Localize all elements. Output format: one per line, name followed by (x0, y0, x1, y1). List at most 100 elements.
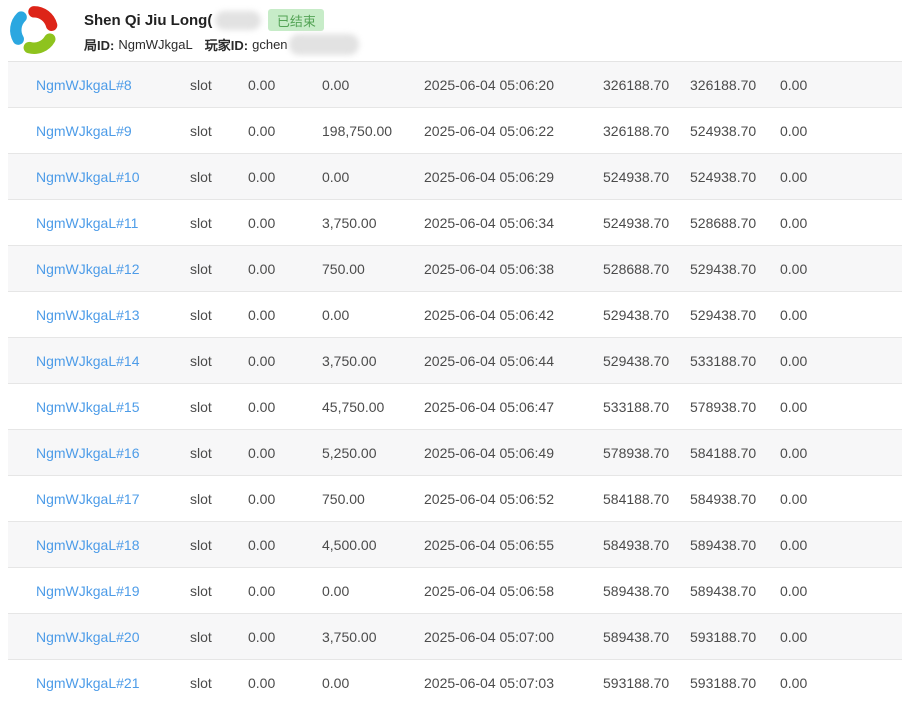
round-id-link[interactable]: NgmWJkgaL#9 (36, 122, 132, 139)
amount-c-cell: 0.00 (780, 306, 808, 323)
balance-after-cell: 533188.70 (690, 352, 757, 369)
round-id-label: 局ID: (84, 37, 115, 53)
amount-b-cell: 0.00 (322, 76, 350, 93)
amount-c-cell: 0.00 (780, 76, 808, 93)
balance-after-cell: 529438.70 (690, 260, 757, 277)
round-id-link[interactable]: NgmWJkgaL#11 (36, 214, 139, 231)
balance-before-cell: 593188.70 (603, 674, 670, 691)
header: Shen Qi Jiu Long( 已结束 局ID: NgmWJkgaL 玩家I… (0, 0, 910, 61)
player-id-label: 玩家ID: (204, 37, 249, 53)
game-type-cell: slot (190, 214, 212, 231)
game-type-cell: slot (190, 260, 212, 277)
time-cell: 2025-06-04 05:06:29 (424, 168, 554, 185)
balance-before-cell: 326188.70 (603, 122, 670, 139)
balance-before-cell: 533188.70 (603, 398, 670, 415)
table-row: NgmWJkgaL#15 slot 0.00 45,750.00 2025-06… (8, 384, 902, 430)
amount-a-cell: 0.00 (248, 306, 276, 323)
game-type-cell: slot (190, 628, 212, 645)
amount-a-cell: 0.00 (248, 352, 276, 369)
round-id-link[interactable]: NgmWJkgaL#19 (36, 582, 140, 599)
game-type-cell: slot (190, 582, 212, 599)
table-row: NgmWJkgaL#21 slot 0.00 0.00 2025-06-04 0… (8, 660, 902, 705)
round-id-link[interactable]: NgmWJkgaL#13 (36, 306, 140, 323)
balance-before-cell: 528688.70 (603, 260, 670, 277)
app-logo-icon (8, 4, 60, 56)
balance-before-cell: 524938.70 (603, 168, 670, 185)
amount-a-cell: 0.00 (248, 490, 276, 507)
balance-after-cell: 593188.70 (690, 628, 757, 645)
balance-after-cell: 589438.70 (690, 582, 757, 599)
amount-c-cell: 0.00 (780, 214, 808, 231)
balance-after-cell: 584938.70 (690, 490, 757, 507)
balance-after-cell: 578938.70 (690, 398, 757, 415)
balance-before-cell: 589438.70 (603, 582, 670, 599)
table-row: NgmWJkgaL#9 slot 0.00 198,750.00 2025-06… (8, 108, 902, 154)
player-id-value: gchen (252, 36, 288, 52)
amount-a-cell: 0.00 (248, 628, 276, 645)
table-row: NgmWJkgaL#13 slot 0.00 0.00 2025-06-04 0… (8, 292, 902, 338)
redacted-game-name (215, 10, 262, 30)
amount-b-cell: 0.00 (322, 674, 350, 691)
amount-a-cell: 0.00 (248, 122, 276, 139)
amount-b-cell: 3,750.00 (322, 352, 377, 369)
balance-after-cell: 589438.70 (690, 536, 757, 553)
amount-b-cell: 0.00 (322, 582, 350, 599)
amount-a-cell: 0.00 (248, 168, 276, 185)
amount-c-cell: 0.00 (780, 444, 808, 461)
time-cell: 2025-06-04 05:06:38 (424, 260, 554, 277)
table-row: NgmWJkgaL#19 slot 0.00 0.00 2025-06-04 0… (8, 568, 902, 614)
round-id-link[interactable]: NgmWJkgaL#20 (36, 628, 140, 645)
round-id-link[interactable]: NgmWJkgaL#8 (36, 76, 132, 93)
balance-before-cell: 524938.70 (603, 214, 670, 231)
balance-after-cell: 524938.70 (690, 122, 757, 139)
time-cell: 2025-06-04 05:06:42 (424, 306, 554, 323)
balance-after-cell: 528688.70 (690, 214, 757, 231)
amount-b-cell: 750.00 (322, 260, 365, 277)
game-type-cell: slot (190, 168, 212, 185)
status-badge: 已结束 (268, 9, 325, 31)
time-cell: 2025-06-04 05:06:55 (424, 536, 554, 553)
balance-before-cell: 589438.70 (603, 628, 670, 645)
round-id-link[interactable]: NgmWJkgaL#14 (36, 352, 140, 369)
round-id-link[interactable]: NgmWJkgaL#18 (36, 536, 140, 553)
round-id-link[interactable]: NgmWJkgaL#10 (36, 168, 140, 185)
table-row: NgmWJkgaL#8 slot 0.00 0.00 2025-06-04 05… (8, 62, 902, 108)
table-row: NgmWJkgaL#18 slot 0.00 4,500.00 2025-06-… (8, 522, 902, 568)
balance-before-cell: 529438.70 (603, 352, 670, 369)
amount-b-cell: 198,750.00 (322, 122, 393, 139)
amount-a-cell: 0.00 (248, 444, 276, 461)
table-row: NgmWJkgaL#17 slot 0.00 750.00 2025-06-04… (8, 476, 902, 522)
time-cell: 2025-06-04 05:06:52 (424, 490, 554, 507)
balance-after-cell: 524938.70 (690, 168, 757, 185)
amount-b-cell: 3,750.00 (322, 214, 377, 231)
round-id-link[interactable]: NgmWJkgaL#15 (36, 398, 140, 415)
time-cell: 2025-06-04 05:06:44 (424, 352, 554, 369)
table-row: NgmWJkgaL#10 slot 0.00 0.00 2025-06-04 0… (8, 154, 902, 200)
amount-c-cell: 0.00 (780, 490, 808, 507)
amount-b-cell: 45,750.00 (322, 398, 385, 415)
round-id-link[interactable]: NgmWJkgaL#16 (36, 444, 140, 461)
round-id-link[interactable]: NgmWJkgaL#17 (36, 490, 140, 507)
amount-a-cell: 0.00 (248, 214, 276, 231)
game-type-cell: slot (190, 76, 212, 93)
amount-c-cell: 0.00 (780, 352, 808, 369)
game-type-cell: slot (190, 536, 212, 553)
amount-c-cell: 0.00 (780, 582, 808, 599)
game-type-cell: slot (190, 444, 212, 461)
round-id-link[interactable]: NgmWJkgaL#12 (36, 260, 140, 277)
time-cell: 2025-06-04 05:06:22 (424, 122, 554, 139)
game-type-cell: slot (190, 674, 212, 691)
game-type-cell: slot (190, 122, 212, 139)
balance-after-cell: 529438.70 (690, 306, 757, 323)
amount-a-cell: 0.00 (248, 76, 276, 93)
table-row: NgmWJkgaL#20 slot 0.00 3,750.00 2025-06-… (8, 614, 902, 660)
time-cell: 2025-06-04 05:06:49 (424, 444, 554, 461)
header-ids-line: 局ID: NgmWJkgaL 玩家ID: gchen (84, 33, 359, 55)
amount-a-cell: 0.00 (248, 398, 276, 415)
redacted-player-name (288, 33, 359, 55)
rounds-table: NgmWJkgaL#8 slot 0.00 0.00 2025-06-04 05… (8, 61, 902, 705)
time-cell: 2025-06-04 05:06:47 (424, 398, 554, 415)
round-id-link[interactable]: NgmWJkgaL#21 (36, 674, 140, 691)
amount-a-cell: 0.00 (248, 674, 276, 691)
